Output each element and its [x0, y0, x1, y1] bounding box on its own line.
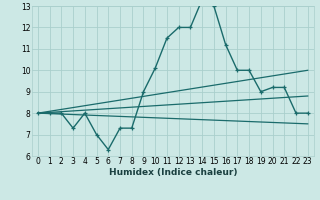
X-axis label: Humidex (Indice chaleur): Humidex (Indice chaleur) — [108, 168, 237, 177]
